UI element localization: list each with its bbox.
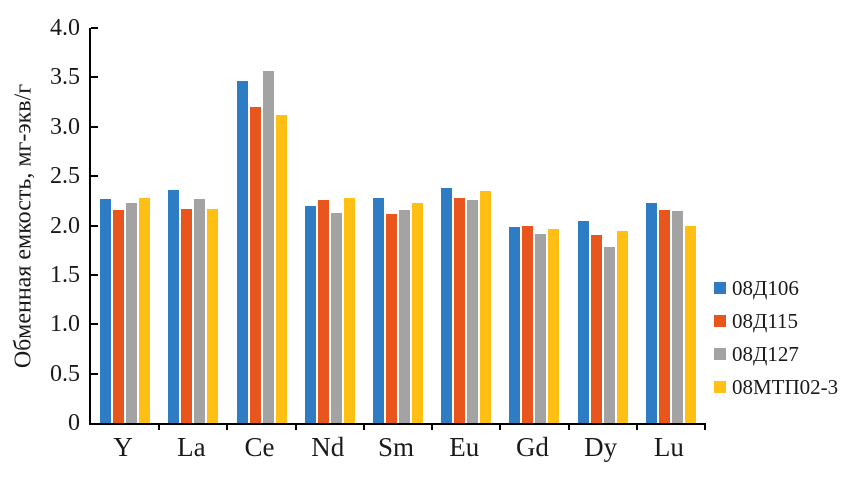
y-tick-mark	[91, 76, 98, 79]
bar-08Д115-La	[181, 208, 193, 423]
bar-08Д115-Dy	[590, 235, 602, 423]
x-tick-mark	[431, 423, 433, 430]
legend-label: 08Д106	[732, 276, 799, 300]
bar-08МТП02-3-Lu	[684, 225, 696, 423]
bar-08Д106-Sm	[373, 197, 384, 423]
bar-08Д127-Eu	[467, 199, 479, 423]
y-tick-mark	[91, 175, 98, 178]
bar-08Д106-Nd	[304, 205, 316, 423]
legend-swatch-icon	[714, 282, 726, 294]
bar-08Д106-Ce	[236, 81, 248, 423]
x-tick-mark	[636, 423, 638, 430]
y-tick-label: 3.0	[50, 113, 80, 140]
bar-08Д127-Sm	[399, 209, 410, 423]
bar-08Д115-Lu	[658, 209, 670, 423]
bar-08Д115-Sm	[386, 213, 397, 423]
y-tick-mark	[91, 323, 98, 326]
legend-swatch-icon	[714, 315, 726, 327]
bar-08МТП02-3-Dy	[616, 231, 628, 423]
bar-08МТП02-3-Gd	[548, 229, 560, 423]
category-label: Y	[113, 432, 133, 462]
y-tick-label: 0.5	[50, 360, 80, 387]
legend: 08Д106 08Д115 08Д127 08МТП02-3	[714, 277, 838, 409]
category-label: Ce	[244, 432, 275, 462]
y-tick-label: 1.5	[50, 261, 80, 288]
bar-08МТП02-3-Ce	[275, 114, 287, 423]
y-tick-label: 0	[68, 410, 80, 436]
category-label: Nd	[311, 432, 345, 462]
bar-08Д127-La	[194, 198, 206, 423]
bar-08Д115-Y	[113, 209, 125, 423]
bar-08Д115-Eu	[454, 197, 466, 423]
bar-08МТП02-3-Eu	[480, 190, 492, 423]
category-label: La	[177, 432, 206, 462]
bar-08Д115-Gd	[522, 225, 534, 423]
bar-08Д127-Ce	[262, 71, 274, 423]
legend-label: 08Д127	[732, 342, 799, 366]
y-tick-mark	[91, 224, 98, 227]
legend-item: 08Д106	[714, 277, 838, 299]
bar-08Д106-Y	[100, 198, 112, 423]
category-label: Gd	[515, 432, 549, 462]
y-tick-mark	[91, 372, 98, 375]
category-label: Dy	[584, 432, 618, 462]
x-tick-mark	[568, 423, 570, 430]
x-tick-mark	[704, 423, 706, 430]
bar-08МТП02-3-Sm	[412, 202, 423, 423]
x-tick-mark	[363, 423, 365, 430]
bar-08Д106-Dy	[577, 220, 589, 423]
bar-08МТП02-3-Y	[139, 197, 151, 423]
plot-area	[89, 27, 706, 430]
legend-label: 08МТП02-3	[732, 375, 839, 399]
legend-label: 08Д115	[732, 309, 799, 333]
y-tick-label: 2.0	[50, 212, 80, 239]
y-tick-mark	[91, 27, 98, 29]
y-tick-label: 4.0	[50, 15, 80, 41]
bar-08Д127-Gd	[535, 234, 547, 423]
x-tick-mark	[499, 423, 501, 430]
y-tick-mark	[91, 273, 98, 276]
category-label: Sm	[377, 432, 414, 462]
bar-08Д106-Lu	[645, 202, 657, 423]
x-tick-mark	[295, 423, 297, 430]
bar-08Д106-Gd	[509, 227, 521, 423]
y-tick-mark	[91, 125, 98, 128]
legend-swatch-icon	[714, 381, 726, 393]
y-tick-label: 3.5	[50, 64, 80, 91]
x-tick-mark	[158, 423, 160, 430]
legend-item: 08МТП02-3	[714, 376, 838, 398]
category-label: Eu	[449, 432, 480, 462]
bar-08МТП02-3-Nd	[343, 197, 355, 423]
bar-08МТП02-3-La	[207, 208, 219, 423]
bar-08Д106-Eu	[441, 187, 453, 423]
category-label: Lu	[653, 432, 684, 462]
bar-08Д115-Ce	[249, 107, 261, 423]
legend-item: 08Д127	[714, 343, 838, 365]
legend-swatch-icon	[714, 348, 726, 360]
bar-08Д115-Nd	[317, 199, 329, 423]
bar-08Д127-Dy	[603, 247, 615, 423]
bar-08Д127-Nd	[330, 212, 342, 423]
bar-08Д106-La	[168, 189, 180, 423]
x-tick-mark	[226, 423, 228, 430]
y-tick-label: 2.5	[50, 163, 80, 190]
legend-item: 08Д115	[714, 310, 838, 332]
bar-08Д127-Lu	[671, 210, 683, 423]
bar-08Д127-Y	[126, 202, 138, 423]
y-tick-label: 1.0	[50, 311, 80, 338]
